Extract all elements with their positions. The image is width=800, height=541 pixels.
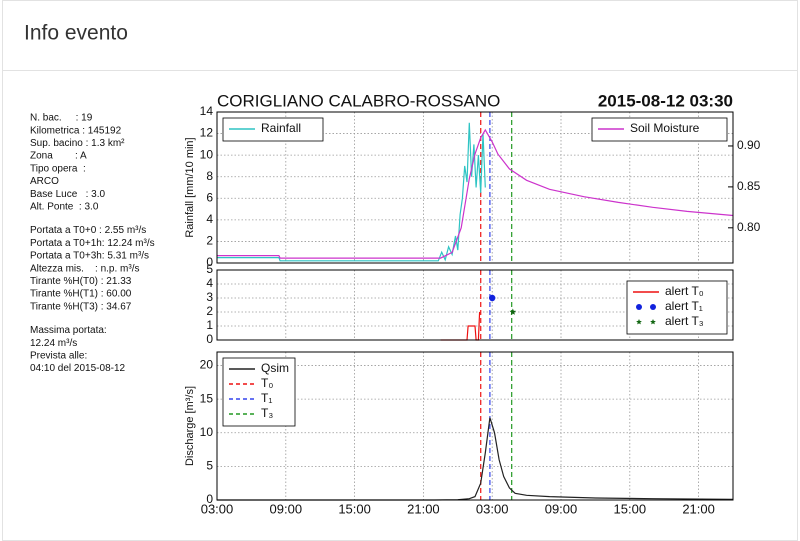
legend-label: T₀ — [261, 376, 273, 390]
y-tick-label: 0 — [206, 332, 213, 346]
y2-tick-label: 0.90 — [737, 138, 761, 152]
x-tick-label: 21:00 — [407, 501, 440, 516]
y2-tick-label: 0.85 — [737, 179, 761, 193]
legend-label: Qsim — [261, 361, 289, 375]
info-line: Zona : A — [30, 151, 87, 162]
info-line: Portata a T0+3h: 5.31 m³/s — [30, 251, 149, 262]
legend-label: Rainfall — [261, 121, 301, 135]
series-line — [217, 128, 734, 259]
x-tick-label: 15:00 — [614, 501, 647, 516]
y-tick-label: 2 — [206, 234, 213, 248]
x-tick-label: 09:00 — [270, 501, 303, 516]
legend-label: alert T₃ — [665, 314, 704, 328]
info-line: Altezza mis. : n.p. m³/s — [30, 263, 139, 274]
y-tick-label: 4 — [206, 212, 213, 226]
plot-frame — [216, 111, 734, 264]
y2-tick-label: 0.80 — [737, 220, 761, 234]
alert-point — [489, 294, 496, 302]
y-tick-label: 0 — [206, 492, 213, 506]
x-tick-label: 21:00 — [682, 501, 715, 516]
info-line: Massima portata: — [30, 325, 107, 336]
legend-label: Soil Moisture — [630, 121, 700, 135]
info-line: Tirante %H(T1) : 60.00 — [30, 289, 132, 300]
x-tick-label: 03:00 — [476, 501, 509, 516]
alert-point — [509, 308, 517, 315]
chart-timestamp: 2015-08-12 03:30 — [598, 91, 733, 110]
y-tick-label: 5 — [206, 262, 213, 276]
series-line — [217, 417, 734, 501]
y-tick-label: 12 — [200, 126, 214, 140]
plot-frame — [216, 269, 734, 341]
legend-label: T₃ — [261, 406, 273, 420]
y-tick-label: 3 — [206, 290, 213, 304]
legend-box — [222, 117, 324, 142]
y-tick-label: 20 — [200, 358, 214, 372]
info-line: Tipo opera : — [30, 163, 86, 174]
y-tick-label: 10 — [200, 425, 214, 439]
info-line: N. bac. : 19 — [30, 113, 93, 124]
legend-swatch — [650, 319, 656, 325]
legend-box — [626, 280, 728, 335]
legend-swatch — [636, 319, 642, 325]
legend-label: T₁ — [261, 391, 272, 405]
plot-area — [217, 352, 733, 500]
y-tick-label: 15 — [200, 391, 214, 405]
legend-label: alert T₀ — [665, 284, 704, 298]
info-line: Tirante %H(T0) : 21.33 — [30, 276, 132, 287]
info-line: Prevista alle: — [30, 351, 87, 362]
legend-swatch — [650, 304, 656, 310]
info-line: Sup. bacino : 1.3 km² — [30, 138, 125, 149]
info-line: Portata a T0+0 : 2.55 m³/s — [30, 225, 146, 236]
y-tick-label: 10 — [200, 147, 214, 161]
x-tick-label: 15:00 — [338, 501, 371, 516]
y-axis-label: Rainfall [mm/10 min] — [184, 137, 196, 237]
y-tick-label: 0 — [206, 255, 213, 269]
y-axis-label: Discharge [m³/s] — [184, 386, 196, 466]
info-line: ARCO — [30, 176, 59, 187]
series-line — [217, 122, 486, 262]
legend-box — [591, 117, 728, 142]
y-tick-label: 5 — [206, 459, 213, 473]
x-tick-label: 09:00 — [545, 501, 578, 516]
info-line: 04:10 del 2015-08-12 — [30, 363, 126, 374]
legend-label: alert T₁ — [665, 299, 703, 313]
y-tick-label: 8 — [206, 169, 213, 183]
y-tick-label: 2 — [206, 304, 213, 318]
info-line: Alt. Ponte : 3.0 — [30, 202, 99, 213]
info-line: 12.24 m³/s — [30, 338, 77, 349]
y-tick-label: 4 — [206, 276, 213, 290]
chart-title: CORIGLIANO CALABRO-ROSSANO — [217, 91, 500, 110]
info-line: Kilometrica : 145192 — [30, 125, 122, 136]
info-line: Portata a T0+1h: 12.24 m³/s — [30, 238, 155, 249]
y-tick-label: 6 — [206, 190, 213, 204]
legend-swatch — [636, 304, 642, 310]
info-line: Base Luce : 3.0 — [30, 189, 105, 200]
x-tick-label: 03:00 — [201, 501, 234, 516]
header-title: Info evento — [24, 22, 128, 45]
y-tick-label: 14 — [200, 104, 214, 118]
info-line: Tirante %H(T3) : 34.67 — [30, 301, 132, 312]
plot-frame — [216, 351, 734, 501]
y-tick-label: 1 — [206, 318, 213, 332]
